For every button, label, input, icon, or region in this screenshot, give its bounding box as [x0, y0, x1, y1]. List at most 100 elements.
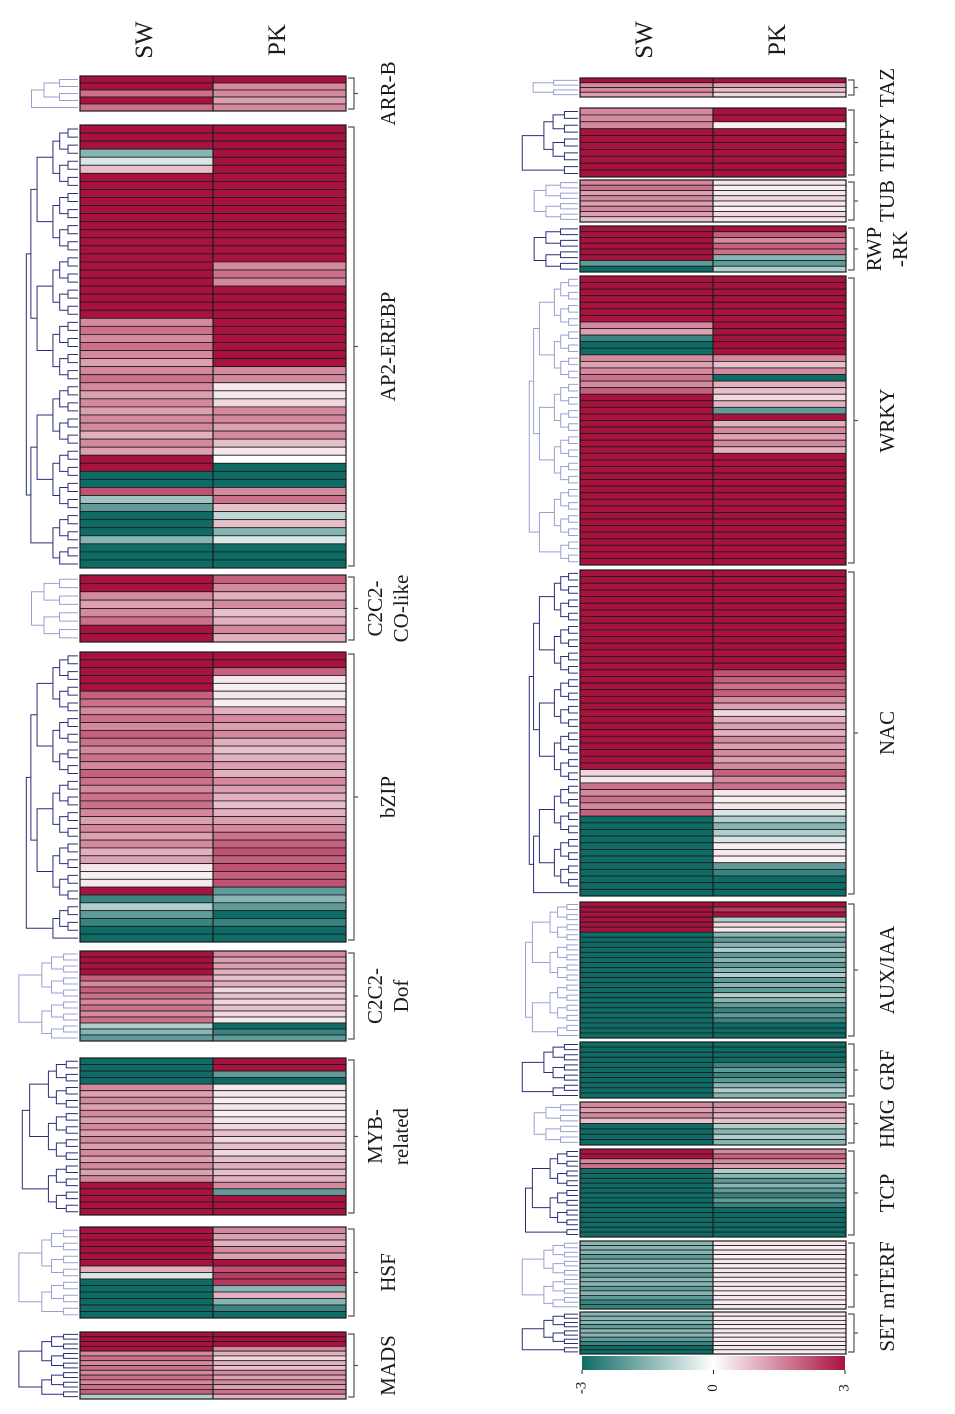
cell-tiffy-pk	[712, 107, 847, 116]
cell-myb-related-pk	[212, 1208, 347, 1216]
cell-tcp-pk	[712, 1168, 847, 1174]
dendrogram-branch	[553, 89, 578, 96]
dendrogram-branch	[67, 418, 78, 428]
cell-aux-iaa-sw	[579, 941, 714, 948]
cell-aux-iaa-pk	[712, 972, 847, 978]
dendrogram-branch	[67, 796, 78, 806]
cell-tub-sw	[579, 211, 714, 218]
family-label-c2c2-co-like: CO-like	[389, 575, 413, 643]
cell-nac-sw	[579, 649, 714, 657]
dendrogram-branch	[67, 450, 78, 460]
cell-taz-sw	[579, 82, 714, 88]
family-label-rwp-rk: -RK	[888, 231, 912, 267]
cell-mads-sw	[79, 1384, 214, 1390]
cell-nac-pk	[712, 676, 847, 684]
cell-wrky-pk	[712, 393, 847, 402]
cell-aux-iaa-pk	[712, 1007, 847, 1014]
cell-nac-pk	[712, 868, 847, 877]
cell-ap2-erebp-pk	[212, 205, 347, 215]
cell-c2c2-dof-pk	[212, 1004, 347, 1012]
cell-mads-pk	[212, 1369, 347, 1376]
cell-mterf-sw	[579, 1295, 714, 1301]
cell-tub-sw	[579, 190, 714, 197]
cell-bzip-pk	[212, 925, 347, 935]
cell-hmg-pk	[712, 1117, 847, 1124]
cell-hsf-sw	[79, 1239, 214, 1247]
dendrogram-branch	[560, 492, 569, 507]
cell-aux-iaa-pk	[712, 951, 847, 958]
dendrogram-branch	[52, 667, 60, 700]
cell-aux-iaa-pk	[712, 1022, 847, 1029]
cell-tiffy-pk	[712, 148, 847, 157]
cell-bzip-sw	[79, 831, 214, 841]
cell-bzip-pk	[212, 651, 347, 661]
cell-wrky-sw	[579, 452, 714, 461]
dendrogram-branch	[560, 602, 569, 618]
cell-arr-b-pk	[212, 75, 347, 84]
cell-bzip-sw	[79, 902, 214, 912]
cell-aux-iaa-sw	[579, 916, 714, 923]
cell-rwp-rk-pk	[712, 260, 847, 267]
cell-mterf-sw	[579, 1267, 714, 1274]
cell-bzip-pk	[212, 918, 347, 927]
dendrogram-branch	[43, 582, 60, 601]
cell-mads-pk	[212, 1389, 347, 1395]
cell-wrky-pk	[712, 544, 847, 553]
dendrogram-branch	[36, 156, 53, 223]
cell-bzip-pk	[212, 792, 347, 802]
dendrogram-branch	[51, 1028, 78, 1039]
cell-ap2-erebp-pk	[212, 213, 347, 223]
cell-mads-pk	[212, 1331, 347, 1338]
dendrogram-branch	[543, 1285, 554, 1304]
cell-hsf-pk	[212, 1291, 347, 1299]
cell-wrky-pk	[712, 354, 847, 362]
dendrogram-branch	[63, 989, 78, 997]
cell-nac-pk	[712, 835, 847, 844]
cell-ap2-erebp-sw	[79, 519, 214, 529]
cell-bzip-sw	[79, 925, 214, 935]
cell-bzip-pk	[212, 902, 347, 912]
cell-tcp-sw	[579, 1177, 714, 1184]
cell-bzip-pk	[212, 777, 347, 786]
dendrogram-branch	[52, 140, 60, 174]
cell-bzip-pk	[212, 698, 347, 708]
cell-nac-pk	[712, 842, 847, 850]
cell-c2c2-co-like-pk	[212, 582, 347, 593]
dendrogram-branch	[59, 196, 69, 215]
dendrogram-branch	[59, 784, 69, 802]
cell-mads-sw	[79, 1365, 214, 1371]
cell-mterf-sw	[579, 1249, 714, 1255]
cell-myb-related-sw	[79, 1208, 214, 1216]
dendrogram-branch	[557, 1153, 567, 1165]
cell-wrky-sw	[579, 282, 714, 290]
dendrogram-branch	[568, 397, 578, 405]
cell-c2c2-dof-pk	[212, 980, 347, 988]
dendrogram-branch	[52, 729, 60, 763]
cell-myb-related-sw	[79, 1188, 214, 1196]
cell-mads-pk	[212, 1379, 347, 1386]
cell-grf-pk	[712, 1087, 847, 1094]
dendrogram-branch	[67, 531, 78, 541]
cell-arr-b-sw	[79, 103, 214, 112]
cell-ap2-erebp-pk	[212, 164, 347, 174]
dendrogram-branch	[563, 1242, 578, 1249]
dendrogram-branch	[560, 762, 569, 777]
dendrogram-branch	[566, 1150, 578, 1157]
cell-tiffy-sw	[579, 169, 714, 178]
dendrogram-branch	[560, 868, 569, 884]
family-label-hmg: HMG	[875, 1099, 899, 1148]
cell-ap2-erebp-pk	[212, 156, 347, 166]
family-label-tub: TUB	[875, 180, 899, 222]
cell-ap2-erebp-pk	[212, 293, 347, 303]
dendrogram-branch	[47, 1122, 57, 1151]
dendrogram-branch	[67, 176, 78, 186]
dendrogram-branch	[63, 1307, 78, 1316]
cell-bzip-sw	[79, 722, 214, 731]
cell-set-pk	[712, 1349, 847, 1355]
dendrogram-branch	[568, 852, 578, 860]
dendrogram-branch	[65, 1113, 78, 1121]
cell-nac-pk	[712, 888, 847, 897]
dendrogram-branch	[568, 331, 578, 339]
cell-nac-pk	[712, 802, 847, 810]
cell-nac-sw	[579, 835, 714, 844]
